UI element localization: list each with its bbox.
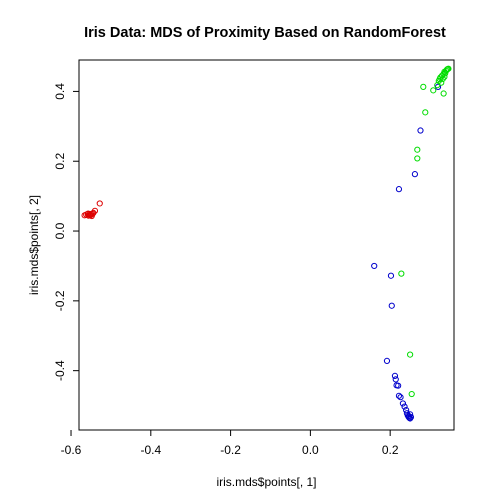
data-point <box>371 262 378 270</box>
x-tick-label: -0.2 <box>220 443 241 457</box>
data-point <box>420 83 427 90</box>
data-point <box>405 412 413 420</box>
data-point <box>407 351 414 358</box>
data-point <box>392 376 399 383</box>
data-point <box>414 155 421 162</box>
x-tick-label: -0.4 <box>140 443 161 457</box>
data-point <box>399 400 407 407</box>
data-point <box>401 403 408 410</box>
plot-frame <box>78 59 455 431</box>
y-axis-label: iris.mds$points[, 2] <box>27 195 41 295</box>
y-axis: -0.4 -0.2 0.0 0.2 0.4 <box>53 83 79 381</box>
data-point <box>417 127 424 134</box>
x-axis: -0.6 -0.4 -0.2 0.0 0.2 <box>61 430 399 457</box>
data-point <box>398 270 405 277</box>
data-point <box>445 65 452 72</box>
data-point <box>411 171 419 178</box>
y-tick-label: -0.4 <box>53 360 67 381</box>
data-point <box>436 76 443 83</box>
x-tick-label: -0.6 <box>61 443 82 457</box>
data-point <box>422 109 429 116</box>
data-point <box>387 272 395 279</box>
data-point <box>408 390 415 398</box>
data-point <box>443 66 450 73</box>
y-tick-label: -0.2 <box>53 290 67 311</box>
data-point <box>96 200 103 207</box>
x-tick-label: 0.2 <box>382 443 399 457</box>
data-point <box>395 382 402 389</box>
data-point <box>414 146 421 153</box>
data-point <box>91 207 99 214</box>
x-tick-label: 0.0 <box>302 443 319 457</box>
data-point <box>391 372 399 379</box>
y-tick-label: 0.0 <box>53 222 67 239</box>
data-points <box>81 65 452 422</box>
data-point <box>442 70 449 77</box>
chart-title: Iris Data: MDS of Proximity Based on Ran… <box>84 25 446 41</box>
data-point <box>439 75 446 82</box>
data-point <box>440 90 447 97</box>
y-tick-label: 0.4 <box>53 83 67 100</box>
data-point <box>85 210 92 217</box>
x-axis-label: iris.mds$points[, 1] <box>216 475 316 489</box>
data-point <box>438 79 445 86</box>
data-point <box>430 87 437 94</box>
y-tick-label: 0.2 <box>53 153 67 170</box>
data-point <box>397 394 404 401</box>
data-point <box>395 186 403 193</box>
data-point <box>383 357 391 364</box>
data-point <box>395 392 403 399</box>
data-point <box>388 302 395 309</box>
data-point <box>88 211 95 218</box>
